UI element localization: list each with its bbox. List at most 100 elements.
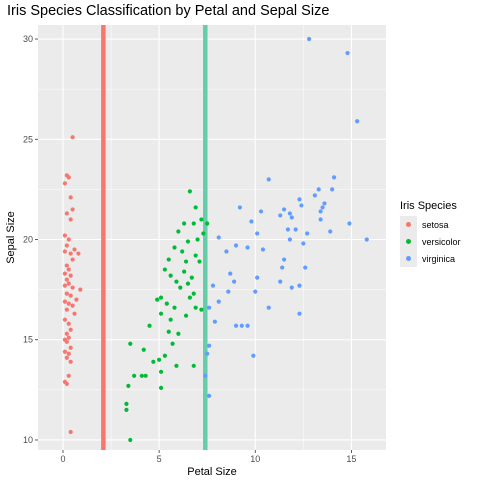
- point-virginica: [318, 217, 323, 222]
- legend-item-virginica: virginica: [400, 250, 461, 267]
- point-setosa: [74, 297, 79, 302]
- point-virginica: [212, 319, 217, 324]
- point-virginica: [301, 241, 306, 246]
- chart-title: Iris Species Classification by Petal and…: [7, 3, 330, 19]
- point-setosa: [64, 243, 69, 248]
- point-setosa: [68, 195, 73, 200]
- point-versicolor: [174, 363, 179, 368]
- point-versicolor: [185, 281, 191, 286]
- point-versicolor: [185, 239, 191, 244]
- legend-key: [400, 233, 417, 250]
- point-versicolor: [172, 305, 177, 310]
- point-virginica: [251, 353, 256, 358]
- point-virginica: [278, 213, 283, 218]
- point-versicolor: [176, 331, 181, 336]
- point-virginica: [228, 271, 233, 276]
- point-setosa: [64, 331, 69, 336]
- point-versicolor: [162, 267, 167, 272]
- point-versicolor: [176, 229, 181, 234]
- y-tick-label: 10: [23, 435, 33, 445]
- point-virginica: [318, 209, 323, 214]
- point-setosa: [64, 355, 69, 360]
- point-versicolor: [132, 373, 137, 378]
- point-setosa: [62, 299, 68, 304]
- point-virginica: [245, 323, 250, 328]
- point-versicolor: [199, 217, 204, 222]
- point-setosa: [76, 251, 81, 256]
- point-versicolor: [180, 249, 185, 254]
- point-versicolor: [168, 273, 173, 278]
- point-virginica: [330, 187, 335, 192]
- legend-label: virginica: [422, 253, 456, 264]
- point-setosa: [78, 287, 83, 292]
- point-versicolor: [158, 311, 164, 316]
- point-versicolor: [164, 301, 169, 306]
- point-versicolor: [124, 407, 129, 413]
- point-virginica: [297, 197, 302, 202]
- point-setosa: [66, 301, 71, 306]
- point-versicolor: [201, 231, 206, 236]
- point-setosa: [66, 237, 71, 242]
- point-versicolor: [158, 385, 164, 390]
- point-versicolor: [178, 285, 183, 290]
- point-versicolor: [143, 373, 148, 378]
- point-virginica: [266, 305, 271, 310]
- x-tick-label: 0: [60, 454, 65, 464]
- point-versicolor: [155, 297, 160, 302]
- point-versicolor: [193, 305, 198, 310]
- point-versicolor: [170, 341, 175, 346]
- point-versicolor: [162, 353, 167, 358]
- point-versicolor: [126, 383, 131, 388]
- point-virginica: [205, 351, 210, 356]
- point-virginica: [210, 283, 216, 288]
- point-versicolor: [189, 275, 194, 280]
- point-virginica: [253, 289, 258, 294]
- point-setosa: [68, 251, 73, 256]
- x-axis-ticks: 0 5 10 15: [60, 450, 356, 464]
- point-virginica: [237, 205, 242, 210]
- point-versicolor: [141, 347, 146, 352]
- point-virginica: [255, 231, 260, 236]
- point-virginica: [316, 187, 321, 192]
- point-versicolor: [193, 253, 198, 258]
- point-virginica: [239, 323, 244, 328]
- point-versicolor: [182, 221, 187, 226]
- point-versicolor: [172, 245, 177, 250]
- legend-label: setosa: [422, 219, 449, 230]
- point-setosa: [62, 233, 68, 238]
- point-virginica: [289, 285, 294, 290]
- x-tick-label: 10: [250, 454, 260, 464]
- point-setosa: [64, 381, 69, 386]
- point-setosa: [66, 175, 71, 180]
- point-setosa: [66, 335, 71, 340]
- point-versicolor: [139, 373, 144, 378]
- legend-key: [400, 216, 417, 233]
- legend-label: versicolor: [422, 236, 461, 247]
- y-tick-label: 25: [23, 134, 33, 144]
- point-setosa: [64, 277, 69, 282]
- point-setosa: [68, 293, 73, 298]
- point-setosa: [70, 257, 75, 262]
- point-virginica: [297, 283, 302, 288]
- y-axis-label: Sepal Size: [5, 211, 17, 264]
- legend-dot: [406, 222, 411, 227]
- point-versicolor: [193, 205, 198, 210]
- point-virginica: [322, 201, 327, 206]
- point-setosa: [68, 359, 73, 364]
- point-versicolor: [191, 221, 196, 226]
- point-versicolor: [183, 259, 189, 264]
- y-tick-label: 30: [23, 34, 33, 44]
- point-setosa: [64, 307, 69, 312]
- point-versicolor: [128, 341, 133, 346]
- point-virginica: [278, 279, 283, 284]
- y-tick-label: 20: [23, 235, 33, 245]
- point-virginica: [224, 249, 229, 254]
- legend-item-setosa: setosa: [400, 216, 461, 233]
- point-virginica: [281, 257, 287, 262]
- point-virginica: [306, 36, 312, 42]
- point-virginica: [232, 279, 237, 284]
- point-virginica: [207, 393, 212, 398]
- point-versicolor: [191, 291, 196, 296]
- point-virginica: [285, 227, 291, 232]
